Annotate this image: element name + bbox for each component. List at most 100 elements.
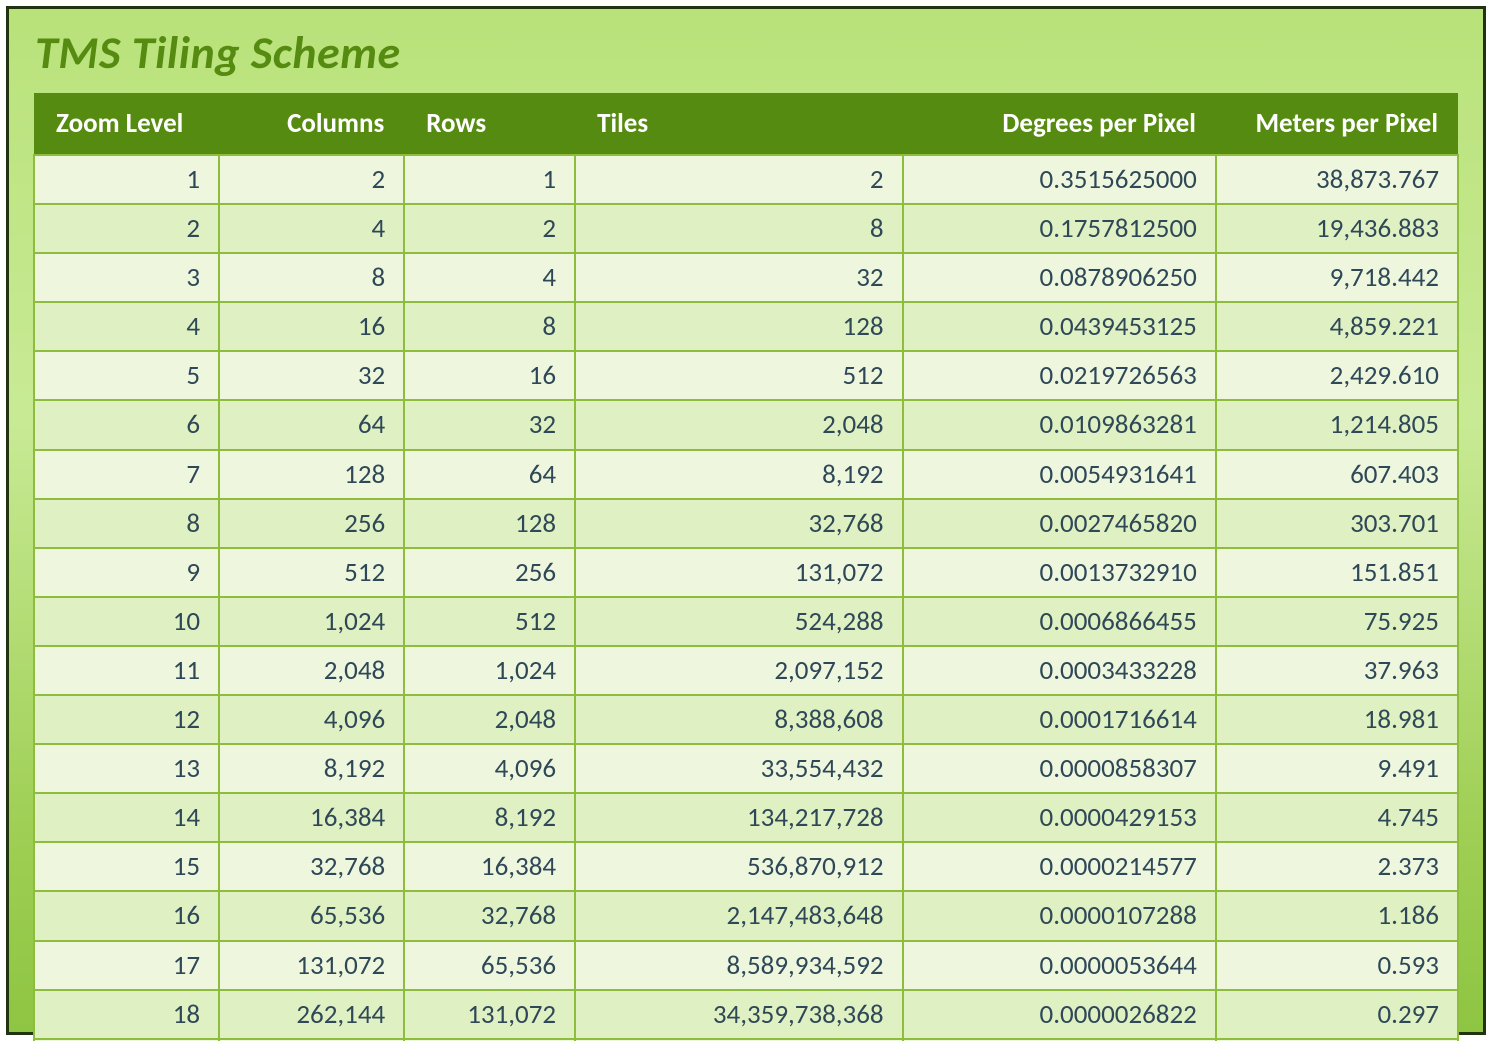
cell-rows_c: 131,072: [404, 990, 575, 1039]
col-header-columns: Columns: [219, 93, 404, 155]
cell-dpp: 0.0439453125: [903, 302, 1216, 351]
cell-cols: 1,024: [219, 597, 404, 646]
cell-mpp: 607.403: [1216, 450, 1458, 499]
cell-dpp: 0.0219726563: [903, 351, 1216, 400]
cell-mpp: 1.186: [1216, 891, 1458, 940]
cell-tiles: 8: [575, 204, 903, 253]
cell-cols: 32,768: [219, 842, 404, 891]
cell-dpp: 0.0000053644: [903, 941, 1216, 990]
table-row: 41681280.04394531254,859.221: [34, 302, 1458, 351]
cell-rows_c: 1,024: [404, 646, 575, 695]
table-row: 101,024512524,2880.000686645575.925: [34, 597, 1458, 646]
cell-tiles: 131,072: [575, 548, 903, 597]
cell-rows_c: 16: [404, 351, 575, 400]
cell-dpp: 0.0000429153: [903, 793, 1216, 842]
cell-tiles: 32: [575, 253, 903, 302]
table-row: 124,0962,0488,388,6080.000171661418.981: [34, 695, 1458, 744]
panel-title: TMS Tiling Scheme: [35, 25, 1459, 81]
col-header-tiles: Tiles: [575, 93, 903, 155]
cell-dpp: 0.0878906250: [903, 253, 1216, 302]
cell-rows_c: 512: [404, 597, 575, 646]
cell-mpp: 151.851: [1216, 548, 1458, 597]
cell-rows_c: 8,192: [404, 793, 575, 842]
col-header-mpp: Meters per Pixel: [1216, 93, 1458, 155]
cell-tiles: 128: [575, 302, 903, 351]
cell-tiles: 8,589,934,592: [575, 941, 903, 990]
cell-mpp: 1,214.805: [1216, 400, 1458, 449]
cell-dpp: 0.0109863281: [903, 400, 1216, 449]
cell-rows_c: 32,768: [404, 891, 575, 940]
cell-zoom: 18: [34, 990, 219, 1039]
cell-rows_c: 128: [404, 499, 575, 548]
cell-rows_c: 4: [404, 253, 575, 302]
col-header-rows: Rows: [404, 93, 575, 155]
cell-mpp: 4,859.221: [1216, 302, 1458, 351]
cell-tiles: 8,192: [575, 450, 903, 499]
cell-cols: 4: [219, 204, 404, 253]
table-row: 112,0481,0242,097,1520.000343322837.963: [34, 646, 1458, 695]
cell-dpp: 0.3515625000: [903, 155, 1216, 204]
cell-zoom: 17: [34, 941, 219, 990]
cell-cols: 131,072: [219, 941, 404, 990]
cell-mpp: 9.491: [1216, 744, 1458, 793]
cell-cols: 2,048: [219, 646, 404, 695]
cell-dpp: 0.0001716614: [903, 695, 1216, 744]
cell-tiles: 524,288: [575, 597, 903, 646]
table-row: 1416,3848,192134,217,7280.00004291534.74…: [34, 793, 1458, 842]
cell-zoom: 8: [34, 499, 219, 548]
table-row: 24280.175781250019,436.883: [34, 204, 1458, 253]
cell-cols: 262,144: [219, 990, 404, 1039]
tiling-table: Zoom Level Columns Rows Tiles Degrees pe…: [33, 93, 1459, 1041]
cell-rows_c: 64: [404, 450, 575, 499]
cell-tiles: 536,870,912: [575, 842, 903, 891]
cell-rows_c: 16,384: [404, 842, 575, 891]
cell-cols: 256: [219, 499, 404, 548]
cell-tiles: 8,388,608: [575, 695, 903, 744]
table-row: 825612832,7680.0027465820303.701: [34, 499, 1458, 548]
cell-cols: 512: [219, 548, 404, 597]
cell-dpp: 0.0027465820: [903, 499, 1216, 548]
cell-cols: 2: [219, 155, 404, 204]
cell-mpp: 4.745: [1216, 793, 1458, 842]
cell-dpp: 0.0054931641: [903, 450, 1216, 499]
cell-cols: 4,096: [219, 695, 404, 744]
cell-cols: 65,536: [219, 891, 404, 940]
cell-zoom: 1: [34, 155, 219, 204]
table-row: 18262,144131,07234,359,738,3680.00000268…: [34, 990, 1458, 1039]
table-body: 12120.351562500038,873.76724280.17578125…: [34, 155, 1458, 1041]
cell-mpp: 18.981: [1216, 695, 1458, 744]
table-row: 9512256131,0720.0013732910151.851: [34, 548, 1458, 597]
cell-mpp: 37.963: [1216, 646, 1458, 695]
col-header-dpp: Degrees per Pixel: [903, 93, 1216, 155]
cell-zoom: 15: [34, 842, 219, 891]
cell-tiles: 2: [575, 155, 903, 204]
cell-cols: 8: [219, 253, 404, 302]
cell-rows_c: 32: [404, 400, 575, 449]
cell-tiles: 32,768: [575, 499, 903, 548]
cell-zoom: 6: [34, 400, 219, 449]
table-row: 1532,76816,384536,870,9120.00002145772.3…: [34, 842, 1458, 891]
cell-cols: 128: [219, 450, 404, 499]
cell-rows_c: 8: [404, 302, 575, 351]
cell-zoom: 2: [34, 204, 219, 253]
cell-zoom: 9: [34, 548, 219, 597]
cell-mpp: 2,429.610: [1216, 351, 1458, 400]
cell-mpp: 9,718.442: [1216, 253, 1458, 302]
cell-zoom: 13: [34, 744, 219, 793]
cell-rows_c: 1: [404, 155, 575, 204]
cell-rows_c: 2: [404, 204, 575, 253]
cell-rows_c: 256: [404, 548, 575, 597]
cell-zoom: 11: [34, 646, 219, 695]
cell-tiles: 512: [575, 351, 903, 400]
cell-rows_c: 65,536: [404, 941, 575, 990]
cell-tiles: 33,554,432: [575, 744, 903, 793]
cell-cols: 16: [219, 302, 404, 351]
cell-zoom: 3: [34, 253, 219, 302]
cell-dpp: 0.0006866455: [903, 597, 1216, 646]
cell-rows_c: 2,048: [404, 695, 575, 744]
table-row: 7128648,1920.0054931641607.403: [34, 450, 1458, 499]
table-row: 532165120.02197265632,429.610: [34, 351, 1458, 400]
table-row: 384320.08789062509,718.442: [34, 253, 1458, 302]
table-row: 12120.351562500038,873.767: [34, 155, 1458, 204]
cell-cols: 64: [219, 400, 404, 449]
